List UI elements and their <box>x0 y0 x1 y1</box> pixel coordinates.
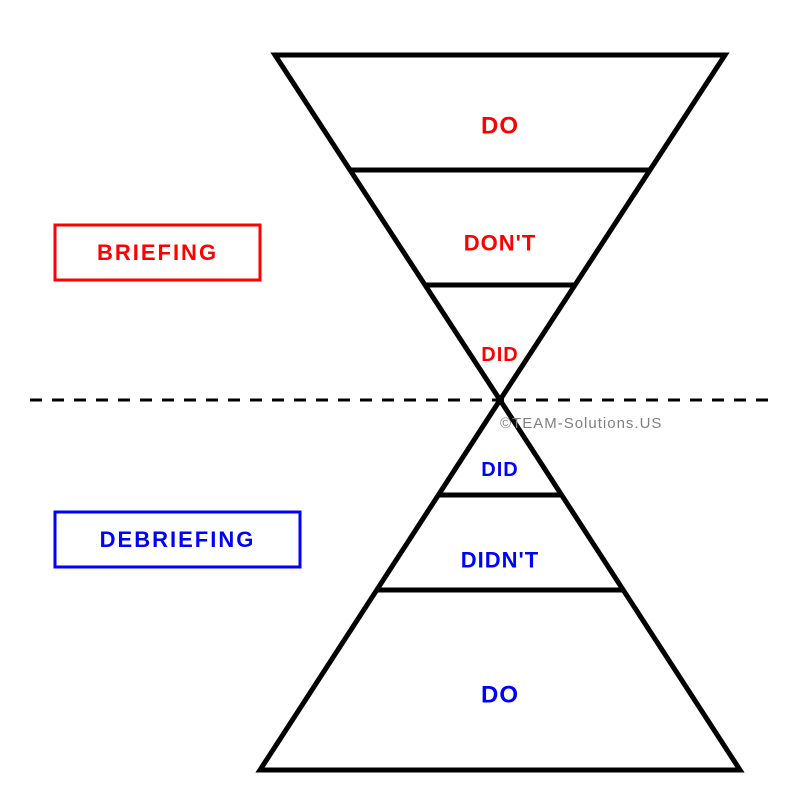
briefing-debriefing-hourglass: BRIEFING DO DON'T DID DEBRIEFING DID DIDN'T DO ©… <box>0 0 800 800</box>
segment-do-top: DO <box>481 113 519 140</box>
debriefing-label: DEBRIEFING <box>100 527 256 552</box>
segment-dont: DON'T <box>464 231 537 256</box>
watermark: ©TEAM-Solutions.US <box>500 415 662 432</box>
briefing-label: BRIEFING <box>97 240 218 265</box>
segment-did-bottom: DID <box>481 459 518 481</box>
segment-do-bottom: DO <box>481 682 519 709</box>
segment-didnt: DIDN'T <box>461 548 539 573</box>
segment-did-top: DID <box>481 344 518 366</box>
